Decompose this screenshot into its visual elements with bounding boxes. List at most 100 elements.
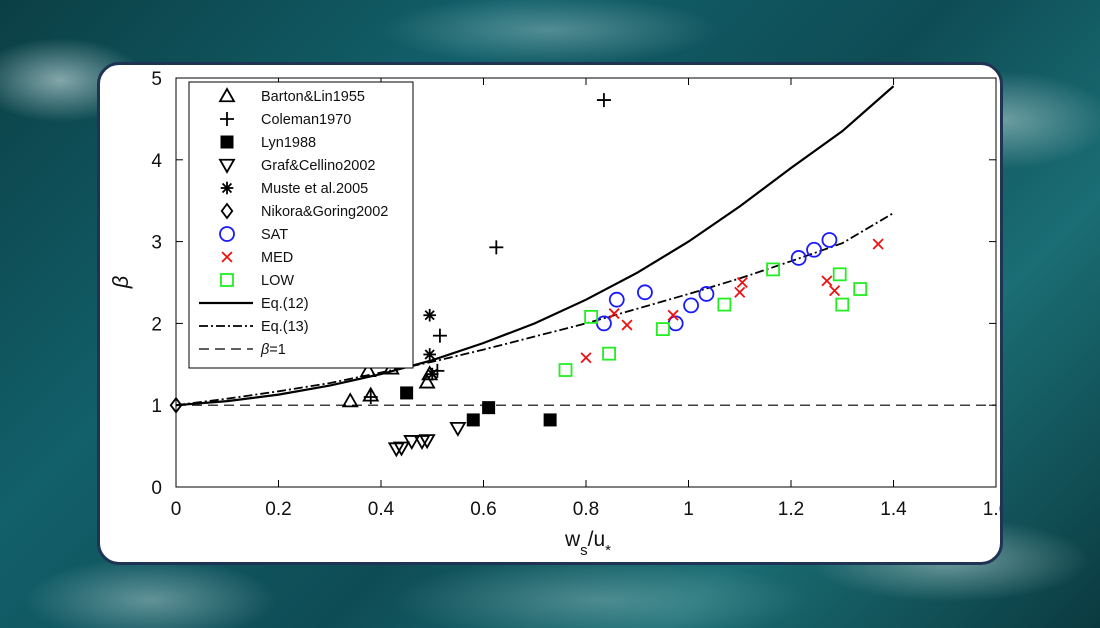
- chart-svg: 0 0.2 0.4 0.6 0.8 1 1.2 1.4 1.6 0 1 2 3 4 5 ws/u* β Barto…: [108, 69, 1000, 559]
- point-muste-et-al-2005-ray: [424, 310, 435, 321]
- point-coleman1970: [363, 390, 378, 405]
- point-low-shape: [832, 267, 847, 282]
- point-sat: [698, 286, 715, 302]
- legend-label-nikora-goring2002: Nikora&Goring2002: [261, 204, 388, 220]
- legend-marker-muste-et-al-2005: [220, 181, 234, 195]
- point-graf-cellino2002: [449, 421, 467, 437]
- point-low-shape: [717, 297, 732, 312]
- legend-label-coleman1970: Coleman1970: [261, 112, 351, 128]
- point-muste-et-al-2005-ray: [424, 349, 435, 360]
- point-sat-shape: [821, 232, 838, 248]
- y-axis-label: β: [108, 275, 133, 289]
- point-sat: [683, 297, 699, 314]
- point-graf-cellino2002: [418, 434, 436, 450]
- legend-label--1: β=1: [260, 342, 286, 358]
- point-med: [667, 309, 679, 321]
- y-tick-label: 3: [151, 233, 162, 254]
- legend-marker-nikora-goring2002-shape: [220, 202, 234, 220]
- point-med: [621, 319, 633, 331]
- series-line-eq-12-: [176, 85, 895, 407]
- point-med-b: [608, 308, 620, 320]
- y-tick-label: 1: [151, 396, 162, 417]
- point-barton-lin1955: [341, 392, 359, 408]
- y-tick-label: 5: [151, 69, 162, 90]
- legend-marker-nikora-goring2002: [220, 202, 234, 220]
- point-lyn1988: [400, 386, 414, 400]
- point-low: [835, 297, 850, 312]
- legend-marker-med-b: [221, 251, 233, 263]
- legend-label-muste-et-al-2005: Muste et al.2005: [261, 181, 368, 197]
- legend-label-graf-cellino2002: Graf&Cellino2002: [261, 158, 375, 174]
- point-muste-et-al-2005: [423, 348, 436, 361]
- point-low-shape: [835, 297, 850, 312]
- point-sat-shape: [790, 250, 807, 266]
- point-low: [584, 309, 599, 324]
- legend-marker-coleman1970: [220, 112, 234, 126]
- legend-label-sat: SAT: [261, 227, 288, 243]
- x-tick-label: 0: [171, 499, 182, 520]
- point-med: [829, 285, 841, 297]
- point-coleman1970: [596, 93, 611, 108]
- point-barton-lin1955-shape: [341, 392, 359, 408]
- point-med-b: [736, 276, 748, 289]
- legend-label-eq-13: Eq.(13): [261, 319, 309, 335]
- point-med-b: [734, 286, 746, 298]
- point-graf-cellino2002-shape: [392, 441, 411, 457]
- x-tick-label: 1: [683, 499, 694, 520]
- legend-marker-graf-cellino2002-shape: [218, 158, 236, 174]
- point-low: [766, 262, 780, 277]
- legend-marker-low-shape: [220, 273, 234, 287]
- point-sat: [608, 291, 625, 308]
- point-med: [580, 352, 592, 364]
- x-tick-label: 1.4: [880, 499, 907, 520]
- point-muste-et-al-2005-ray: [427, 369, 438, 380]
- point-sat: [806, 241, 822, 258]
- legend-label-med: MED: [261, 250, 293, 266]
- point-graf-cellino2002: [392, 441, 411, 457]
- point-barton-lin1955-shape: [359, 362, 377, 377]
- point-coleman1970: [489, 240, 504, 255]
- point-barton-lin1955: [359, 362, 377, 377]
- legend-marker-sat: [219, 226, 235, 242]
- legend-marker-lyn1988-shape: [220, 135, 234, 149]
- point-sat-shape: [806, 241, 822, 258]
- legend-marker-barton-lin1955-shape: [218, 87, 236, 103]
- point-sat: [821, 232, 838, 248]
- legend-label-lyn1988: Lyn1988: [261, 135, 316, 151]
- point-low-shape: [558, 363, 573, 377]
- legend-marker-sat-shape: [219, 226, 235, 242]
- point-lyn1988-shape: [543, 413, 557, 427]
- legend-marker-muste-et-al-2005-ray: [221, 182, 233, 194]
- point-sat: [790, 250, 807, 266]
- point-barton-lin1955: [418, 373, 436, 389]
- point-med-b: [621, 319, 633, 331]
- x-tick-label: 1.6: [983, 499, 1000, 520]
- point-lyn1988-shape: [400, 386, 414, 400]
- point-med: [734, 286, 746, 298]
- point-lyn1988-shape: [466, 413, 480, 427]
- y-tick-label: 2: [151, 314, 162, 335]
- point-lyn1988: [543, 413, 557, 427]
- point-muste-et-al-2005: [423, 308, 436, 322]
- point-nikora-goring2002: [169, 396, 183, 414]
- point-lyn1988-shape: [482, 401, 496, 415]
- y-tick-label: 4: [151, 151, 162, 172]
- point-low: [832, 267, 847, 282]
- point-sat-shape: [698, 286, 715, 302]
- point-low: [602, 346, 616, 361]
- point-muste-et-al-2005: [425, 367, 439, 381]
- legend-label-low: LOW: [261, 273, 294, 289]
- point-med: [608, 308, 620, 320]
- x-axis-label: ws/u*: [564, 528, 611, 559]
- point-sat: [637, 284, 653, 301]
- point-med: [821, 275, 833, 287]
- point-med-b: [872, 238, 884, 250]
- legend-marker-graf-cellino2002: [218, 158, 236, 174]
- point-med-b: [829, 285, 841, 297]
- point-graf-cellino2002-shape: [403, 435, 421, 451]
- point-low: [655, 322, 670, 337]
- legend-marker-med: [221, 251, 233, 263]
- chart-card: 0 0.2 0.4 0.6 0.8 1 1.2 1.4 1.6 0 1 2 3 4 5 ws/u* β Barto…: [97, 62, 1003, 565]
- point-barton-lin1955-shape: [418, 373, 436, 389]
- x-tick-label: 1.2: [778, 499, 804, 520]
